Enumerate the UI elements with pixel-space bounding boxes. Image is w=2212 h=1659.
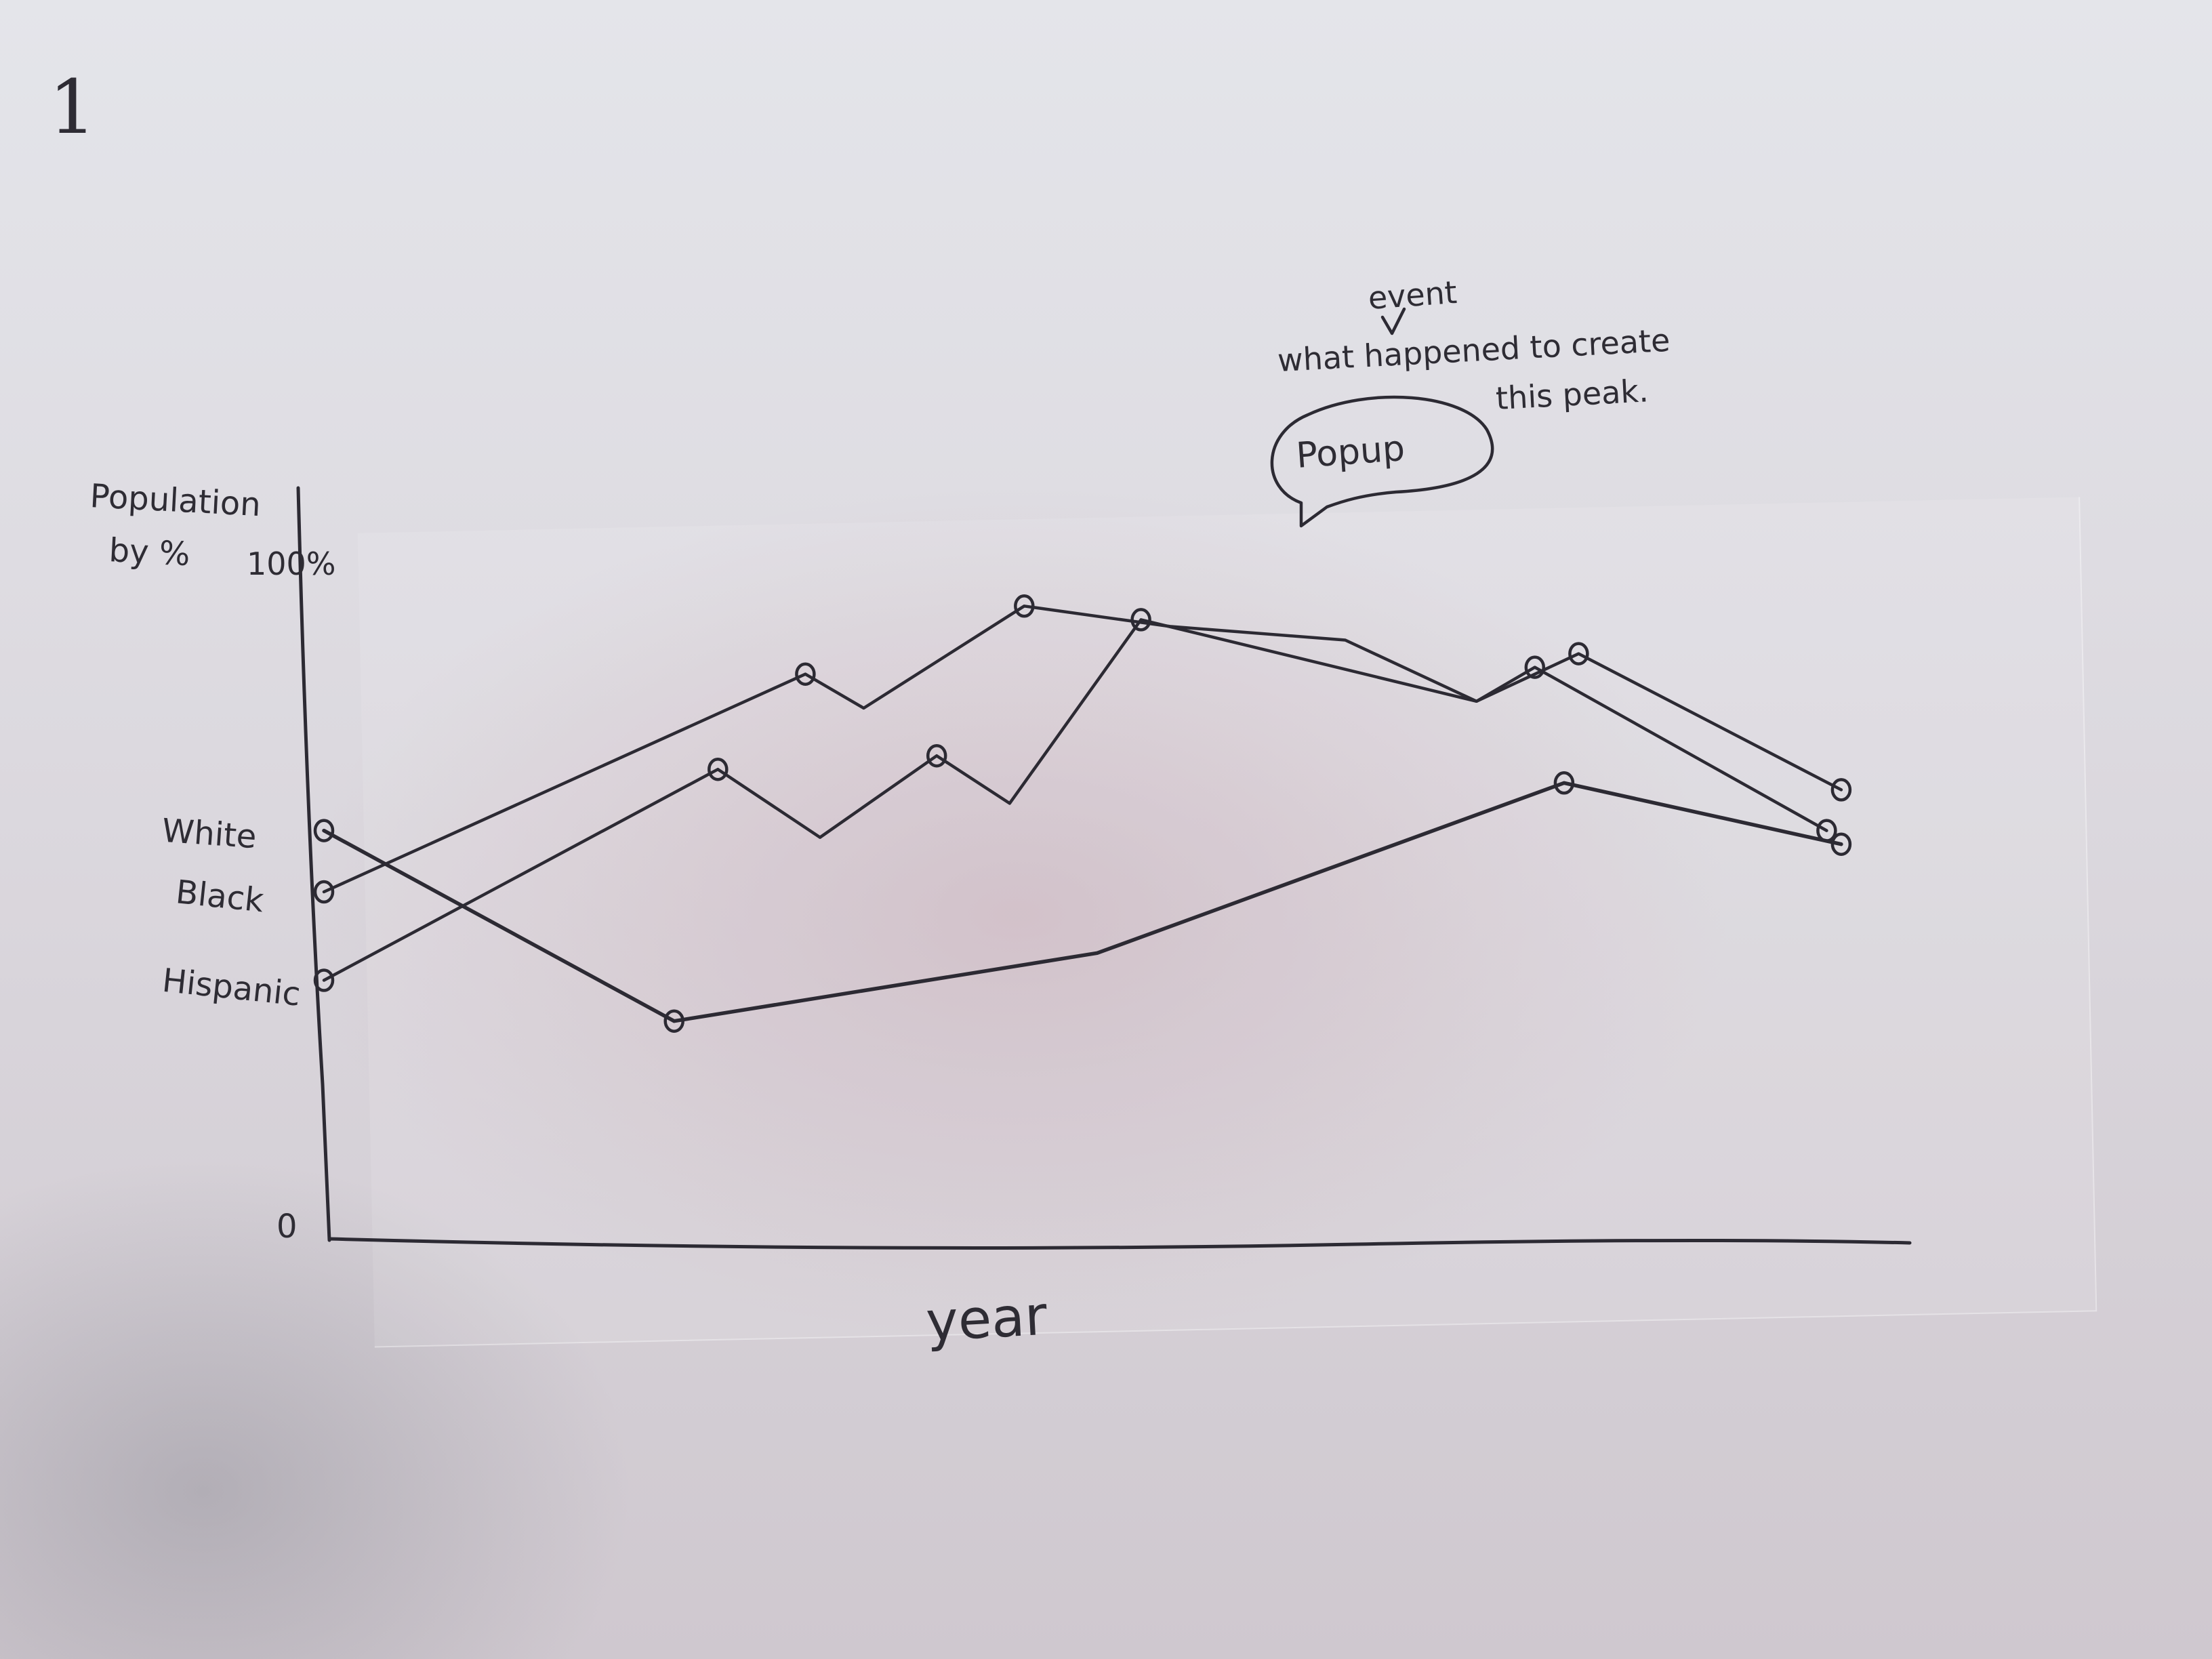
- y-axis-title-line2: by %: [108, 531, 191, 573]
- y-tick-label-top: 100%: [247, 546, 336, 582]
- marker-black-1[interactable]: [795, 662, 816, 686]
- y-axis: [296, 486, 331, 1242]
- marker-white-1[interactable]: [663, 1009, 684, 1033]
- popup-bubble: [1270, 395, 1494, 528]
- x-axis-title: year: [924, 1284, 1048, 1353]
- series-label-white: White: [161, 812, 258, 857]
- marker-white-0[interactable]: [313, 819, 335, 842]
- marker-black-8[interactable]: [1830, 778, 1852, 802]
- popup-label[interactable]: Popup: [1295, 428, 1406, 476]
- annotation-note-line1: what happened to create: [1277, 322, 1671, 379]
- annotation-insert-word: event: [1367, 274, 1458, 316]
- marker-hispanic-5[interactable]: [1130, 608, 1151, 632]
- annotation-note-line2: this peak.: [1495, 372, 1650, 417]
- series-label-layer: White Black Hispanic: [161, 812, 302, 1014]
- series-line-black: [322, 605, 1843, 894]
- page-number: 1: [49, 64, 96, 150]
- series-line-hispanic: [322, 618, 1828, 982]
- series-layer: [313, 594, 1852, 1033]
- series-label-hispanic: Hispanic: [161, 962, 302, 1014]
- series-line-white: [322, 781, 1843, 1023]
- marker-hispanic-0[interactable]: [313, 968, 335, 992]
- y-tick-label-bottom: 0: [276, 1208, 298, 1246]
- marker-hispanic-1[interactable]: [708, 757, 729, 781]
- insertion-caret: [1380, 307, 1406, 335]
- y-axis-title-line1: Population: [89, 477, 262, 524]
- marker-hispanic-8[interactable]: [1816, 819, 1837, 842]
- marker-white-4[interactable]: [1830, 832, 1852, 856]
- marker-hispanic-7[interactable]: [1524, 655, 1546, 679]
- marker-white-3[interactable]: [1553, 771, 1575, 795]
- marker-black-7[interactable]: [1568, 642, 1589, 665]
- x-axis: [327, 1237, 1912, 1250]
- marker-black-3[interactable]: [1014, 594, 1035, 618]
- marker-black-0[interactable]: [313, 880, 335, 904]
- series-label-black: Black: [174, 873, 266, 920]
- marker-hispanic-3[interactable]: [926, 743, 947, 768]
